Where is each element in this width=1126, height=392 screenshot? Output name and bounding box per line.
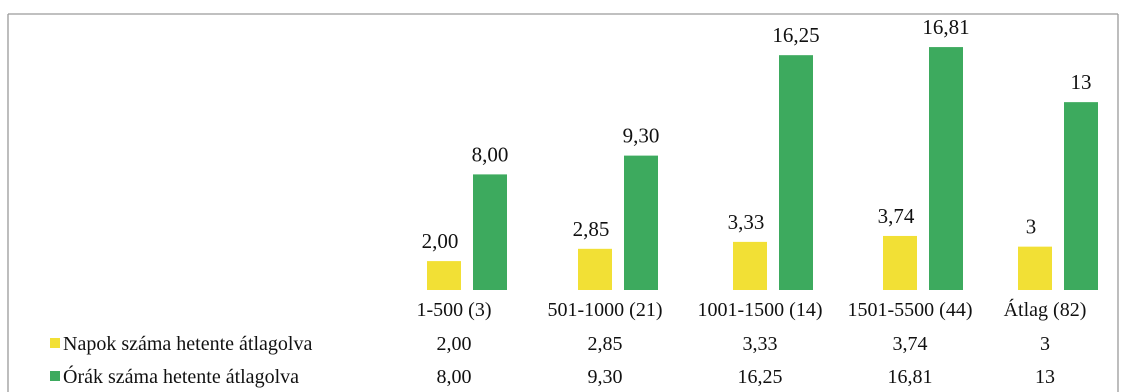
table-cell-s1-c1: 2,00 (437, 333, 472, 355)
bar-s2-c4 (929, 47, 963, 290)
table-cell-s1-c5: 3 (1040, 333, 1050, 355)
data-label-s1-c4: 3,74 (878, 204, 915, 228)
category-labels-layer: 1-500 (3) 501-1000 (21) 1001-1500 (14) 1501… (417, 298, 1087, 321)
table-cell-s2-c1: 8,00 (437, 366, 472, 388)
category-label-2: 501-1000 (21) (548, 299, 663, 321)
category-label-4: 1501-5500 (44) (848, 299, 973, 321)
category-label-5: Átlag (82) (1004, 298, 1087, 321)
data-label-s2-c4: 16,81 (922, 15, 969, 39)
legend-label-2: Órák száma hetente átlagolva (63, 364, 299, 388)
bar-s1-c1 (427, 261, 461, 290)
category-label-1: 1-500 (3) (417, 299, 492, 321)
table-cell-s1-c3: 3,33 (743, 333, 778, 355)
data-label-s1-c3: 3,33 (728, 210, 765, 234)
data-label-s2-c2: 9,30 (623, 124, 660, 148)
table-cell-s1-c2: 2,85 (588, 333, 623, 355)
data-label-s2-c3: 16,25 (772, 23, 819, 47)
value-labels-layer: 2,00 2,85 3,33 3,74 3 8,00 9,30 16,25 16,81 13 (422, 15, 1092, 253)
table-cell-s1-c4: 3,74 (893, 333, 928, 355)
data-label-s1-c1: 2,00 (422, 229, 459, 253)
bar-s2-c3 (779, 55, 813, 291)
bar-s1-c4 (883, 235, 917, 290)
legend-swatch-2 (50, 371, 60, 381)
bar-s1-c3 (733, 241, 767, 290)
bars-layer (427, 47, 1098, 291)
table-cell-s2-c3: 16,25 (738, 366, 783, 388)
bar-s2-c5 (1064, 102, 1098, 290)
bar-s1-c2 (578, 248, 612, 290)
data-label-s1-c5: 3 (1026, 215, 1037, 239)
legend-swatch-1 (50, 338, 60, 348)
legend-label-1: Napok száma hetente átlagolva (63, 333, 312, 355)
data-table: Napok száma hetente átlagolva 2,00 2,85 3,3… (50, 333, 1055, 388)
table-cell-s2-c4: 16,81 (888, 366, 933, 388)
data-label-s1-c2: 2,85 (573, 217, 610, 241)
bar-s2-c1 (473, 174, 507, 290)
chart-frame (7, 13, 1119, 392)
data-label-s2-c1: 8,00 (472, 142, 509, 166)
table-cell-s2-c5: 13 (1035, 366, 1055, 388)
bar-s2-c2 (624, 155, 658, 290)
table-cell-s2-c2: 9,30 (588, 366, 623, 388)
bar-s1-c5 (1018, 246, 1052, 290)
category-label-3: 1001-1500 (14) (698, 299, 823, 321)
data-label-s2-c5: 13 (1071, 70, 1092, 94)
